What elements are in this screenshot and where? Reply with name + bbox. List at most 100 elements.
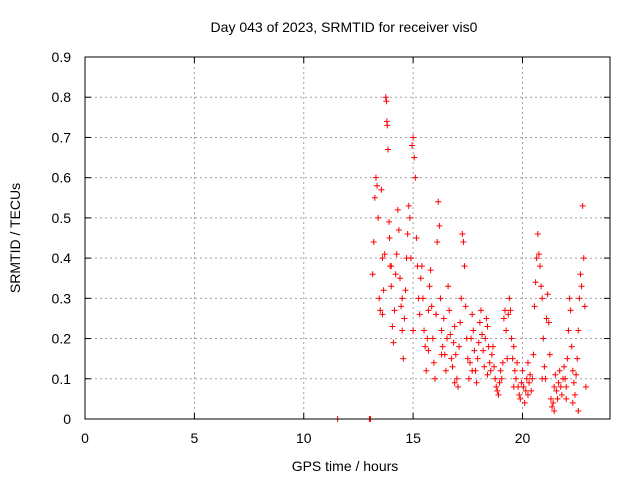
data-point xyxy=(438,351,445,358)
data-point xyxy=(508,335,515,342)
data-point xyxy=(404,230,411,237)
data-point xyxy=(378,186,385,193)
data-point xyxy=(371,194,378,201)
data-point xyxy=(486,359,493,366)
data-point xyxy=(505,311,512,318)
data-point xyxy=(394,206,401,213)
data-point xyxy=(411,154,418,161)
data-point xyxy=(399,295,406,302)
data-point xyxy=(388,263,395,270)
data-point xyxy=(479,331,486,338)
data-point xyxy=(517,395,524,402)
data-point xyxy=(470,327,477,334)
data-point xyxy=(558,391,565,398)
data-point xyxy=(424,335,431,342)
data-point xyxy=(469,367,476,374)
data-point xyxy=(461,263,468,270)
data-point xyxy=(524,359,531,366)
y-axis-label: SRMTID / TECUs xyxy=(7,183,23,293)
data-point xyxy=(499,359,506,366)
data-point xyxy=(377,307,384,314)
data-point xyxy=(451,323,458,330)
data-point xyxy=(570,379,577,386)
data-point xyxy=(417,275,424,282)
data-point xyxy=(383,98,390,105)
data-point xyxy=(572,391,578,398)
data-point xyxy=(410,134,417,141)
data-point xyxy=(546,351,553,358)
data-point xyxy=(526,379,533,386)
data-point xyxy=(380,287,387,294)
data-point xyxy=(437,295,444,302)
data-point xyxy=(400,355,407,362)
data-point xyxy=(467,359,473,366)
data-point xyxy=(410,327,417,334)
y-tick-label: 0.1 xyxy=(52,371,72,387)
data-point xyxy=(423,367,430,374)
data-point xyxy=(432,375,438,382)
ticks-layer: 0 0.1 0.2 0.3 0.4 0.5 0.6 0.7 0.8 0.9 0 5 10 15 20 xyxy=(52,49,610,446)
chart-title: Day 043 of 2023, SRMTID for receiver vis… xyxy=(211,19,478,35)
data-point xyxy=(376,295,383,302)
data-point xyxy=(413,235,420,241)
data-point xyxy=(401,315,408,322)
data-point xyxy=(538,283,545,290)
data-point xyxy=(582,383,589,390)
data-point xyxy=(534,230,541,237)
data-point xyxy=(531,303,538,310)
data-point xyxy=(564,355,571,362)
data-point xyxy=(412,174,419,181)
x-tick-label: 0 xyxy=(81,430,89,446)
data-point xyxy=(522,387,529,394)
data-point xyxy=(511,367,518,374)
data-point xyxy=(500,315,507,322)
data-point xyxy=(487,367,494,374)
data-point xyxy=(483,315,490,322)
x-tick-label: 5 xyxy=(190,430,198,446)
data-point xyxy=(477,307,484,314)
data-point xyxy=(506,295,513,302)
data-point xyxy=(448,355,455,362)
data-point xyxy=(469,311,476,318)
data-point xyxy=(574,355,581,362)
y-tick-label: 0.3 xyxy=(52,290,72,306)
data-point xyxy=(391,307,398,314)
data-point xyxy=(453,375,460,382)
x-tick-label: 10 xyxy=(296,430,312,446)
data-point xyxy=(537,263,543,270)
data-point xyxy=(381,251,388,258)
data-point xyxy=(545,319,552,326)
grid-layer xyxy=(85,57,610,419)
data-point xyxy=(521,399,528,406)
data-point xyxy=(452,351,459,358)
data-point xyxy=(578,283,585,290)
data-point xyxy=(440,315,447,322)
data-point xyxy=(471,347,478,354)
data-point xyxy=(446,307,453,314)
y-tick-label: 0.8 xyxy=(52,89,72,105)
data-point xyxy=(379,255,386,262)
data-point xyxy=(556,367,563,374)
data-point xyxy=(444,335,451,342)
x-tick-label: 20 xyxy=(515,430,531,446)
data-point xyxy=(416,311,423,318)
data-point xyxy=(425,307,432,314)
data-point xyxy=(451,379,458,386)
y-tick-label: 0.2 xyxy=(52,331,72,347)
data-point xyxy=(399,327,406,334)
data-point xyxy=(370,239,377,246)
data-point xyxy=(553,387,560,394)
data-point xyxy=(433,311,440,318)
data-point xyxy=(484,371,491,378)
data-point xyxy=(386,218,393,225)
plot-frame xyxy=(84,56,611,420)
data-point xyxy=(468,335,475,342)
data-point xyxy=(539,375,546,382)
data-point xyxy=(436,222,443,229)
data-point xyxy=(577,271,584,278)
data-point xyxy=(579,202,586,209)
data-point xyxy=(529,375,536,382)
data-point xyxy=(422,343,429,350)
data-point xyxy=(484,323,491,330)
data-point xyxy=(481,363,488,370)
